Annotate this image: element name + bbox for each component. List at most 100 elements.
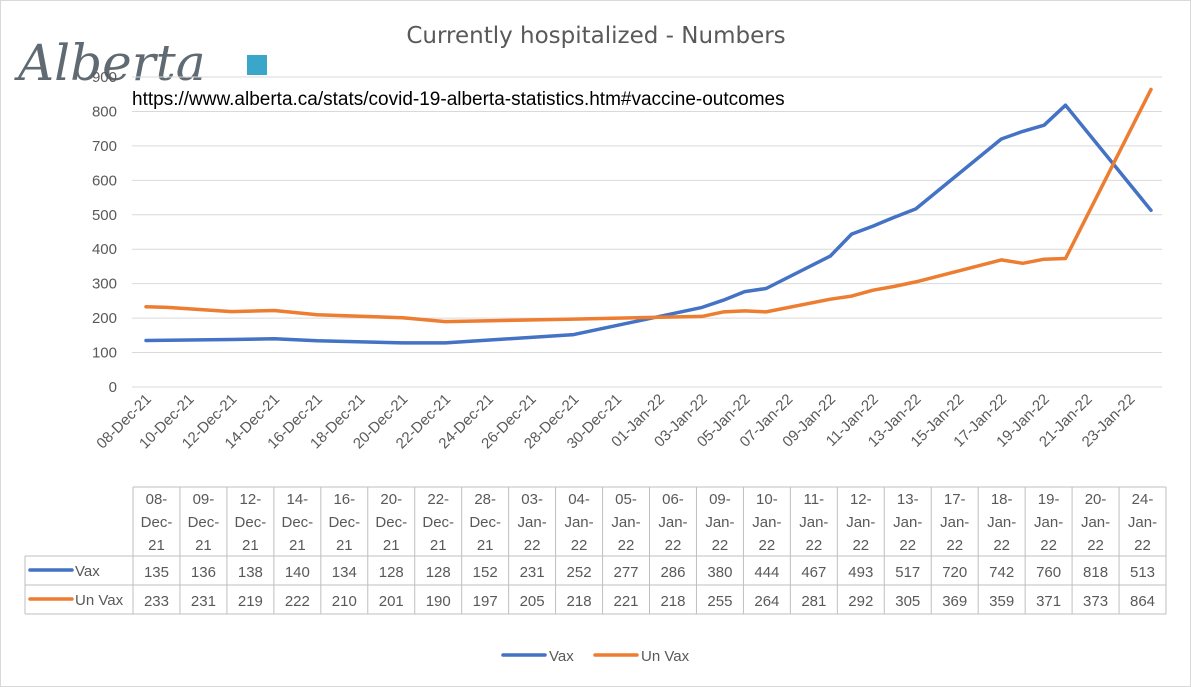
table-header-cell: 12- <box>240 491 262 508</box>
table-value-cell: 210 <box>332 593 357 610</box>
table-value-cell: 369 <box>942 593 967 610</box>
legend-label: Vax <box>549 648 574 665</box>
table-header-cell: Jan- <box>893 514 922 531</box>
grid-lines <box>132 76 1162 388</box>
table-value-cell: 281 <box>801 593 826 610</box>
table-value-cell: 201 <box>379 593 404 610</box>
y-tick-label: 600 <box>92 172 117 189</box>
table-value-cell: 190 <box>426 593 451 610</box>
y-tick-label: 400 <box>92 241 117 258</box>
table-value-cell: 720 <box>942 564 967 581</box>
table-header-cell: 22 <box>1040 537 1057 554</box>
table-value-cell: 286 <box>660 564 685 581</box>
table-header-cell: 28- <box>474 491 496 508</box>
table-value-cell: 222 <box>285 593 310 610</box>
series-lines <box>144 87 1153 345</box>
table-header-cell: Jan- <box>611 514 640 531</box>
table-header-cell: 21 <box>195 537 212 554</box>
table-header-cell: 08- <box>146 491 168 508</box>
table-header-cell: 21 <box>383 537 400 554</box>
table-header-cell: 18- <box>991 491 1013 508</box>
table-header-cell: 06- <box>662 491 684 508</box>
table-value-cell: 135 <box>144 564 169 581</box>
table-value-cell: 218 <box>567 593 592 610</box>
table-value-cell: 742 <box>989 564 1014 581</box>
table-value-cell: 134 <box>332 564 357 581</box>
y-tick-label: 700 <box>92 138 117 155</box>
table-value-cell: 140 <box>285 564 310 581</box>
table-header-cell: 20- <box>380 491 402 508</box>
table-header-cell: Dec- <box>328 514 360 531</box>
table-value-cell: 138 <box>238 564 263 581</box>
legend: Vax Un Vax <box>501 648 690 665</box>
alberta-logo: Alberta <box>14 34 267 92</box>
table-header-cell: Jan- <box>705 514 734 531</box>
table-header-cell: 22 <box>571 537 588 554</box>
y-tick-label: 200 <box>92 310 117 327</box>
table-header-cell: 21 <box>336 537 353 554</box>
table-value-cell: 493 <box>848 564 873 581</box>
table-header-cell: 05- <box>615 491 637 508</box>
logo-accent-square <box>247 55 267 75</box>
legend-label: Un Vax <box>641 648 690 665</box>
table-value-cell: 233 <box>144 593 169 610</box>
data-table: 08- Dec- 21 09- Dec- 21 12- Dec- 21 14- Dec- 21 16- D… <box>24 486 1167 615</box>
table-value-cell: 219 <box>238 593 263 610</box>
table-header-cell: 22 <box>1134 537 1151 554</box>
table-header-cell: Dec- <box>469 514 501 531</box>
source-url: https://www.alberta.ca/stats/covid-19-al… <box>132 89 785 110</box>
table-value-cell: 277 <box>614 564 639 581</box>
table-value-cell: 380 <box>707 564 732 581</box>
table-header-cell: 09- <box>709 491 731 508</box>
table-value-cell: 218 <box>660 593 685 610</box>
table-header-cell: Jan- <box>940 514 969 531</box>
table-value-cell: 221 <box>614 593 639 610</box>
series-line-vax <box>144 103 1153 345</box>
y-tick-label: 100 <box>92 345 117 362</box>
table-header-cell: 10- <box>756 491 778 508</box>
table-header-cell: 11- <box>804 491 825 508</box>
y-tick-label: 900 <box>92 69 117 86</box>
y-tick-label: 0 <box>109 379 117 396</box>
logo-wordmark: Alberta <box>14 34 206 92</box>
table-row-label: Un Vax <box>75 592 124 609</box>
table-header-cell: Dec- <box>282 514 314 531</box>
table-header-cell: 22 <box>1087 537 1104 554</box>
y-tick-label: 300 <box>92 276 117 293</box>
table-value-cell: 760 <box>1036 564 1061 581</box>
table-header-cell: Jan- <box>752 514 781 531</box>
table-header-cell: Jan- <box>564 514 593 531</box>
table-value-cell: 359 <box>989 593 1014 610</box>
table-value-cell: 373 <box>1083 593 1108 610</box>
table-value-cell: 252 <box>567 564 592 581</box>
table-value-cell: 197 <box>473 593 498 610</box>
table-header-cell: 14- <box>286 491 308 508</box>
table-value-cell: 517 <box>895 564 920 581</box>
table-header-cell: Dec- <box>235 514 267 531</box>
table-value-cell: 152 <box>473 564 498 581</box>
series-line-un-vax <box>144 87 1153 324</box>
table-value-cell: 818 <box>1083 564 1108 581</box>
table-header-cell: Dec- <box>422 514 454 531</box>
table-header-cell: Jan- <box>1128 514 1157 531</box>
table-header-cell: Jan- <box>658 514 687 531</box>
table-header-cell: 04- <box>568 491 590 508</box>
table-value-cell: 128 <box>379 564 404 581</box>
table-header-cell: Dec- <box>141 514 173 531</box>
table-header-cell: Jan- <box>799 514 828 531</box>
table-value-cell: 305 <box>895 593 920 610</box>
table-header-cell: 03- <box>521 491 543 508</box>
table-value-cell: 205 <box>520 593 545 610</box>
table-header-cell: 20- <box>1085 491 1107 508</box>
table-value-cell: 231 <box>191 593 216 610</box>
table-value-cell: 444 <box>754 564 779 581</box>
y-tick-label: 800 <box>92 103 117 120</box>
table-header-cell: 22 <box>759 537 776 554</box>
table-header-cell: 22 <box>805 537 822 554</box>
chart-title: Currently hospitalized - Numbers <box>406 23 785 49</box>
table-header-cell: Jan- <box>987 514 1016 531</box>
table-header-cell: 09- <box>193 491 215 508</box>
table-value-cell: 864 <box>1130 593 1155 610</box>
table-value-cell: 264 <box>754 593 779 610</box>
